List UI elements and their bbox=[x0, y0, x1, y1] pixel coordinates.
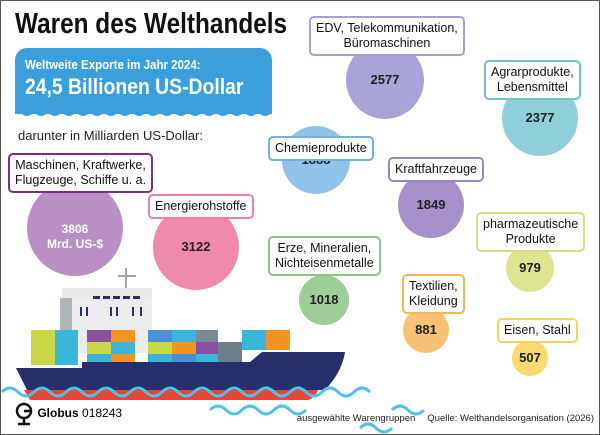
bubble-value: 1849 bbox=[416, 197, 446, 213]
bubble-label: Chemieprodukte bbox=[268, 136, 374, 161]
bubble-label: Energierohstoffe bbox=[148, 194, 254, 219]
bubble-label: Textilien, Kleidung bbox=[402, 274, 465, 314]
bubble-value: 3806 Mrd. US-$ bbox=[46, 222, 103, 251]
bubble-value: 1018 bbox=[309, 292, 339, 308]
bubble-7: 1018 bbox=[299, 275, 349, 325]
bubble-5: 1849 bbox=[397, 171, 465, 239]
bubble-9: 507 bbox=[512, 340, 548, 376]
bubble-value: 2377 bbox=[525, 110, 555, 126]
globus-logo: Globus 018243 bbox=[14, 402, 122, 426]
bubble-label: EDV, Telekommunikation, Büromaschinen bbox=[309, 16, 465, 56]
bubble-value: 979 bbox=[519, 260, 541, 276]
bubble-label: Eisen, Stahl bbox=[497, 318, 578, 343]
footer-right: ausgewählte Warengruppen Quelle: Welthan… bbox=[297, 413, 594, 424]
brand: Globus bbox=[37, 406, 79, 421]
total-banner: Weltweite Exporte im Jahr 2024: 24,5 Bil… bbox=[15, 48, 272, 114]
banner-total: 24,5 Billionen US-Dollar bbox=[25, 74, 244, 99]
bubble-label: Agrarprodukte, Lebensmittel bbox=[484, 60, 581, 100]
banner-wave bbox=[15, 108, 272, 116]
bubble-0: 3806 Mrd. US-$ bbox=[27, 180, 123, 276]
banner-subtitle: Weltweite Exporte im Jahr 2024: bbox=[25, 58, 201, 72]
bubble-value: 3122 bbox=[181, 239, 211, 255]
bubble-label: pharmazeutische Produkte bbox=[476, 212, 586, 252]
intro-text: darunter in Milliarden US-Dollar: bbox=[18, 128, 203, 143]
graphic-code: 018243 bbox=[82, 406, 123, 421]
bubble-value: 881 bbox=[415, 322, 437, 338]
page-title: Waren des Welthandels bbox=[15, 8, 288, 40]
source: Quelle: Welthandelsorganisation (2026) bbox=[427, 413, 594, 424]
bubble-value: 507 bbox=[519, 350, 541, 366]
bubble-label: Kraftfahrzeuge bbox=[388, 157, 484, 182]
footnote: ausgewählte Warengruppen bbox=[296, 413, 416, 424]
bubble-label: Maschinen, Kraftwerke, Flugzeuge, Schiff… bbox=[8, 153, 154, 193]
globus-logo-icon bbox=[15, 402, 33, 426]
bubble-label: Erze, Mineralien, Nichteisenmetalle bbox=[268, 236, 381, 276]
bubble-8: 881 bbox=[402, 306, 450, 354]
bubble-value: 2577 bbox=[370, 72, 400, 88]
